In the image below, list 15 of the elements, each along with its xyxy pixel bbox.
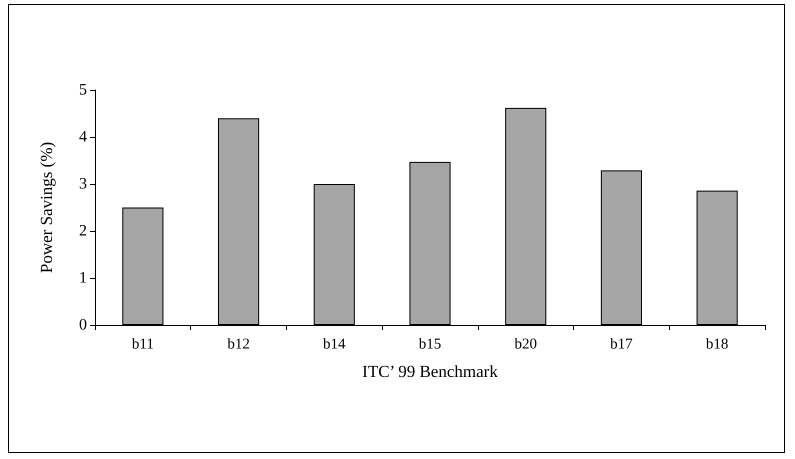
x-axis-title: ITC’ 99 Benchmark — [362, 362, 498, 381]
x-tick-label: b18 — [706, 336, 728, 352]
x-tick-label: b11 — [132, 336, 154, 352]
y-tick-label: 3 — [79, 176, 87, 192]
y-tick-label: 5 — [79, 82, 87, 98]
x-tick-label: b20 — [514, 336, 537, 352]
y-tick-label: 2 — [79, 222, 87, 240]
x-tick-label: b15 — [418, 336, 442, 352]
y-tick-label: 1 — [79, 270, 87, 286]
y-tick-label: 0 — [79, 316, 87, 334]
x-tick-label: b17 — [610, 336, 634, 352]
x-tick-label: b14 — [323, 336, 346, 352]
y-axis-title: Power Savings (%) — [37, 142, 56, 274]
y-tick-label: 4 — [79, 128, 87, 146]
x-tick-label: b12 — [227, 336, 250, 352]
